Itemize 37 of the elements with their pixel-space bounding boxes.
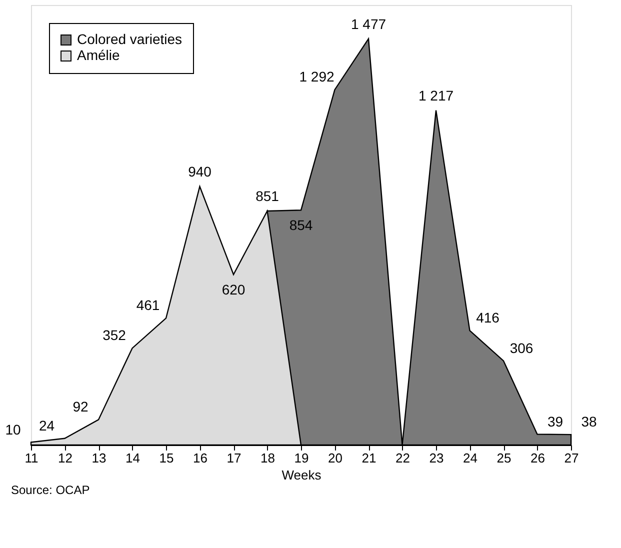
x-tick-label: 14 [126, 450, 140, 466]
x-tick-label: 23 [429, 450, 444, 466]
data-label: 352 [102, 327, 126, 344]
x-tick-label: 18 [260, 450, 275, 466]
x-tick-label: 20 [328, 450, 342, 466]
x-tick-label: 19 [294, 450, 309, 466]
data-label: 306 [510, 340, 534, 356]
x-tick-label: 15 [159, 450, 174, 466]
x-tick-label: 17 [226, 450, 242, 466]
data-label: 854 [289, 217, 313, 234]
x-tick-label: 25 [496, 450, 512, 466]
legend-label: Amélie [77, 47, 120, 63]
data-label: 416 [476, 310, 500, 326]
data-label: 940 [188, 164, 212, 180]
data-label: 92 [72, 398, 88, 415]
data-label: 851 [256, 188, 280, 204]
x-tick-label: 22 [396, 450, 410, 466]
x-tick-label: 12 [58, 450, 72, 466]
data-label: 461 [136, 297, 160, 314]
data-label: 38 [581, 414, 597, 430]
data-label: 1 292 [299, 68, 334, 85]
data-label: 39 [547, 413, 564, 430]
legend-label: Colored varieties [77, 31, 182, 47]
x-tick-label: 11 [24, 450, 38, 466]
x-tick-label: 21 [362, 450, 376, 466]
x-tick-label: 16 [193, 450, 208, 466]
x-axis-title: Weeks [282, 468, 322, 482]
data-label: 620 [222, 282, 246, 298]
x-tick-label: 27 [564, 450, 579, 466]
data-label: 1 217 [418, 87, 454, 104]
x-tick-label: 26 [530, 450, 545, 466]
x-tick-label: 24 [463, 450, 478, 466]
data-label: 24 [38, 417, 55, 434]
source-note: Source: OCAP [11, 483, 90, 497]
data-label: 1 477 [350, 16, 386, 32]
data-label: 10 [5, 421, 21, 438]
x-tick-label: 13 [92, 450, 106, 466]
